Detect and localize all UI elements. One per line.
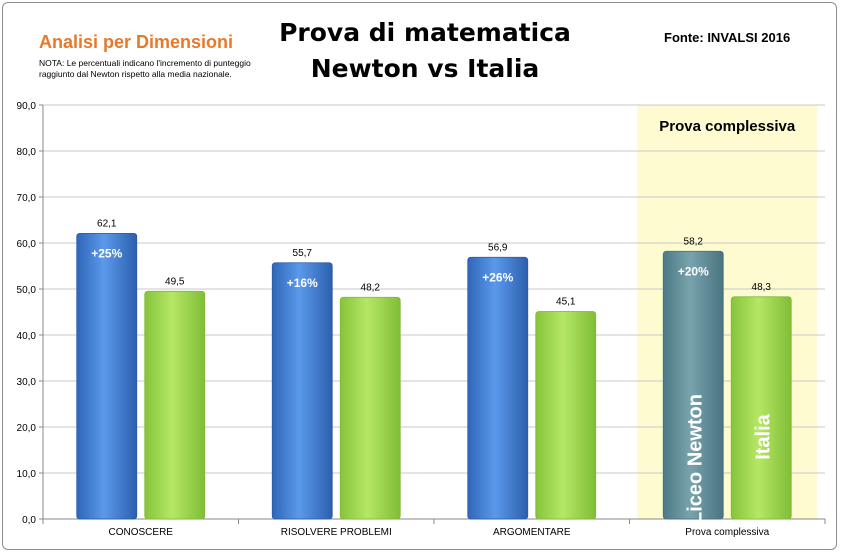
x-tick-label: RISOLVERE PROBLEMI: [281, 527, 392, 538]
data-label-newton: 58,2: [684, 236, 704, 247]
y-tick-label: 20,0: [17, 423, 37, 434]
data-label-italia: 49,5: [165, 276, 185, 287]
y-tick-label: 70,0: [17, 193, 37, 204]
chart-title-line-1: Prova di matematica: [279, 18, 571, 47]
y-tick-label: 60,0: [17, 239, 37, 250]
bar-newton: [271, 262, 333, 520]
data-label-newton: 55,7: [293, 248, 313, 259]
legend-italia: Italia: [752, 413, 774, 459]
legend-newton: Liceo Newton: [684, 394, 706, 524]
chart-title-line-2: Newton vs Italia: [310, 54, 540, 83]
bar-italia: [339, 296, 401, 520]
data-label-italia: 48,2: [361, 282, 381, 293]
y-tick-label: 80,0: [17, 147, 37, 158]
y-tick-label: 30,0: [17, 377, 37, 388]
x-tick-label: ARGOMENTARE: [493, 527, 571, 538]
chart-source: Fonte: INVALSI 2016: [664, 30, 791, 45]
data-label-italia: 48,3: [752, 282, 772, 293]
chart-note: NOTA: Le percentuali indicano l'incremen…: [39, 58, 251, 79]
increment-label: +20%: [678, 264, 709, 278]
y-tick-label: 10,0: [17, 469, 37, 480]
bar-italia: [730, 296, 792, 520]
bar-italia: [535, 311, 597, 520]
x-tick-label: CONOSCERE: [109, 527, 174, 538]
increment-label: +16%: [287, 276, 318, 290]
increment-label: +26%: [482, 270, 513, 284]
y-tick-label: 90,0: [17, 101, 37, 112]
data-label-newton: 62,1: [97, 218, 117, 229]
bar-newton: [662, 250, 724, 520]
bar-newton: [467, 256, 529, 520]
y-tick-label: 40,0: [17, 331, 37, 342]
x-tick-label: Prova complessiva: [685, 527, 769, 538]
y-tick-label: 50,0: [17, 285, 37, 296]
bar-newton: [76, 232, 138, 520]
highlight-label: Prova complessiva: [659, 118, 796, 135]
data-label-newton: 56,9: [488, 242, 508, 253]
y-tick-label: 0,0: [22, 515, 36, 526]
data-label-italia: 45,1: [556, 297, 576, 308]
chart-subtitle: Analisi per Dimensioni: [39, 32, 234, 52]
increment-label: +25%: [91, 246, 122, 260]
bar-italia: [144, 290, 206, 520]
